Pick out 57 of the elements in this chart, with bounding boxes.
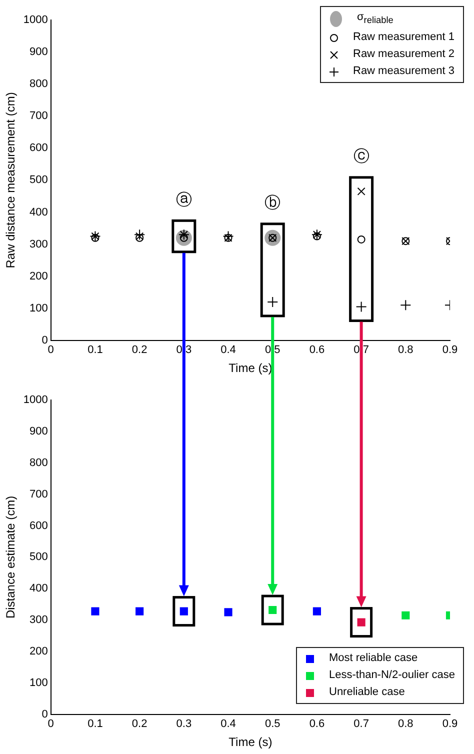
point [357, 187, 366, 196]
y-tick-label: 1000 [23, 394, 48, 406]
x-tick-label: 0.2 [132, 344, 148, 356]
y-axis-title: Raw distance measurement (cm) [4, 92, 18, 268]
x-tick-label: 0.9 [442, 718, 458, 730]
legend-label: Raw measurement 2 [353, 47, 454, 62]
legend-label: Most reliable case [329, 651, 418, 666]
point [400, 300, 412, 311]
y-tick-label: 100 [30, 676, 48, 689]
x-tick-label: 0.1 [88, 344, 103, 356]
y-tick-label: 200 [30, 270, 48, 282]
point [356, 301, 367, 312]
x-tick-label: 0.9 [442, 344, 458, 356]
y-tick-label: 400 [30, 206, 48, 218]
legend-label: Less-than-N/2-oulier case [329, 668, 455, 684]
y-tick-label: 0 [42, 708, 48, 720]
y-tick-label: 500 [30, 551, 48, 564]
legend-label: Raw measurement 3 [353, 64, 454, 80]
x-tick-label: 0.2 [132, 718, 148, 730]
x-tick-label: 0.8 [398, 718, 414, 730]
y-tick-label: 700 [30, 488, 48, 500]
y-tick-label: 200 [30, 646, 48, 658]
point [267, 296, 278, 308]
x-tick-label: 0.1 [88, 718, 103, 730]
y-tick-label: 700 [30, 110, 48, 122]
y-axis-title: Distance estimate (cm) [4, 496, 18, 619]
point [357, 235, 366, 244]
legend-label: Unreliable case [329, 685, 405, 700]
x-axis-title: Time (s) [228, 735, 272, 750]
y-tick-label: 900 [30, 425, 48, 438]
x-tick-label: 0.7 [354, 718, 369, 730]
y-tick-label: 400 [30, 582, 48, 595]
y-tick-label: 0 [42, 334, 48, 346]
x-tick-label: 0.3 [176, 718, 192, 730]
y-tick-label: 600 [30, 520, 48, 532]
y-tick-label: 800 [30, 78, 48, 90]
annotation: ⓒ [353, 146, 370, 166]
y-tick-label: 100 [30, 302, 48, 314]
legend-label: σ$_{reliable}$ [357, 10, 394, 28]
point [134, 229, 146, 240]
y-tick-label: 500 [30, 174, 48, 186]
x-tick-label: 0.6 [309, 718, 325, 730]
y-tick-label: 1000 [23, 14, 48, 26]
annotation: ⓑ [264, 193, 281, 212]
x-tick-label: 0.4 [220, 718, 236, 730]
x-tick-label: 0.5 [264, 718, 280, 730]
y-tick-label: 300 [30, 614, 48, 626]
y-tick-label: 300 [30, 238, 48, 250]
annotation: ⓐ [176, 190, 192, 209]
legend-label: Raw measurement 1 [353, 30, 454, 46]
point [222, 230, 234, 242]
y-tick-label: 600 [30, 142, 48, 154]
x-tick-label: 0.8 [398, 344, 414, 356]
x-tick-label: 0.4 [220, 344, 236, 356]
y-tick-label: 800 [30, 456, 48, 469]
y-tick-label: 900 [30, 46, 48, 58]
x-tick-label: 0.6 [309, 344, 325, 356]
